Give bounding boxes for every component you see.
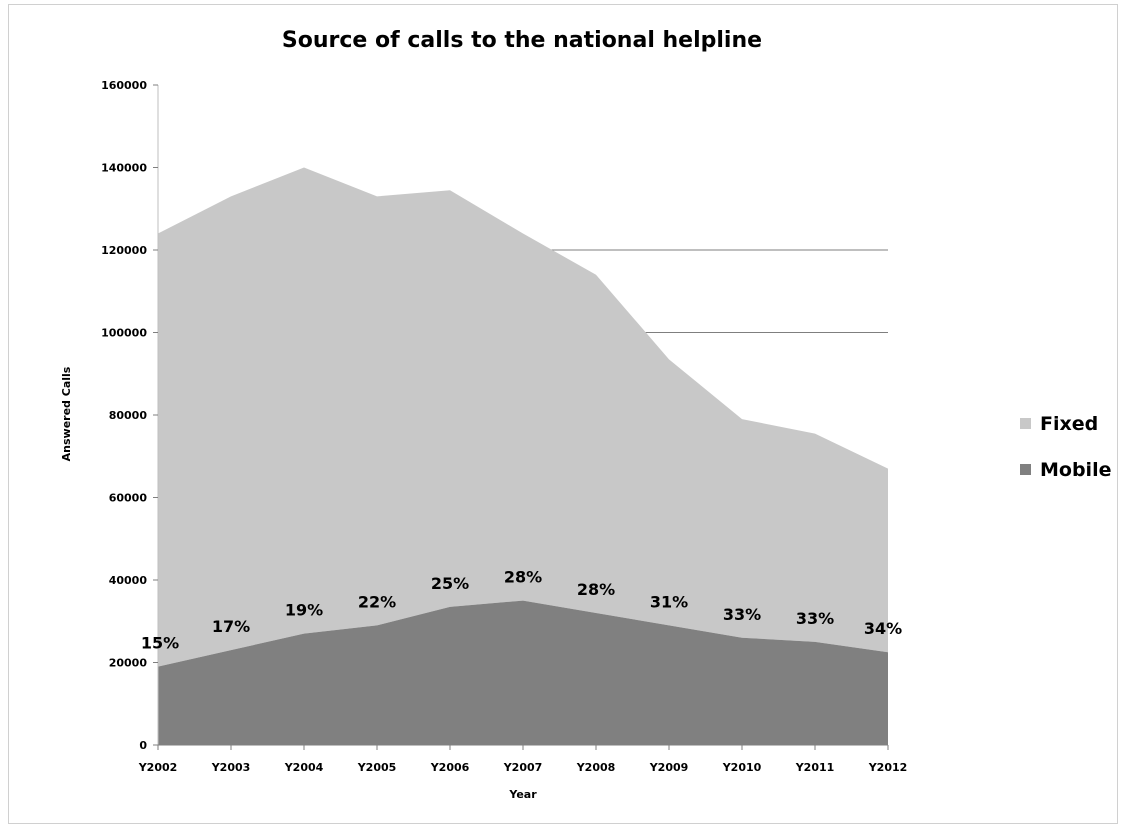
x-tick-label: Y2011 — [795, 761, 835, 774]
x-tick-label: Y2004 — [284, 761, 324, 774]
x-tick-label: Y2007 — [503, 761, 543, 774]
data-label-mobile-share: 31% — [650, 592, 688, 611]
x-tick-label: Y2010 — [722, 761, 762, 774]
data-label-mobile-share: 15% — [141, 634, 179, 653]
areas — [158, 168, 888, 746]
y-tick-label: 20000 — [109, 657, 148, 670]
y-tick-label: 160000 — [101, 79, 147, 92]
x-tick-label: Y2008 — [576, 761, 616, 774]
legend-label-mobile: Mobile — [1040, 459, 1111, 481]
data-label-mobile-share: 33% — [723, 605, 761, 624]
data-label-mobile-share: 28% — [577, 580, 615, 599]
data-label-mobile-share: 22% — [358, 592, 396, 611]
data-label-mobile-share: 28% — [504, 568, 542, 587]
y-tick-label: 80000 — [109, 409, 148, 422]
legend-swatch-fixed — [1020, 418, 1031, 429]
series-area-fixed — [158, 168, 888, 667]
y-tick-label: 0 — [139, 739, 147, 752]
x-tick-label: Y2005 — [357, 761, 397, 774]
y-axis-title: Answered Calls — [60, 366, 73, 461]
data-label-mobile-share: 25% — [431, 574, 469, 593]
data-label-mobile-share: 19% — [285, 601, 323, 620]
y-tick-label: 60000 — [109, 492, 148, 505]
legend-swatch-mobile — [1020, 464, 1031, 475]
y-tick-label: 120000 — [101, 244, 147, 257]
data-label-mobile-share: 17% — [212, 617, 250, 636]
data-label-mobile-share: 33% — [796, 609, 834, 628]
x-tick-label: Y2002 — [138, 761, 178, 774]
data-label-mobile-share: 34% — [864, 619, 902, 638]
y-tick-label: 40000 — [109, 574, 148, 587]
x-tick-label: Y2009 — [649, 761, 689, 774]
x-axis-title: Year — [508, 788, 537, 801]
legend-label-fixed: Fixed — [1040, 413, 1098, 435]
x-tick-label: Y2006 — [430, 761, 470, 774]
x-tick-label: Y2003 — [211, 761, 251, 774]
y-tick-label: 100000 — [101, 327, 147, 340]
x-tick-label: Y2012 — [868, 761, 908, 774]
y-tick-label: 140000 — [101, 162, 147, 175]
legend: Fixed Mobile — [1020, 413, 1111, 481]
